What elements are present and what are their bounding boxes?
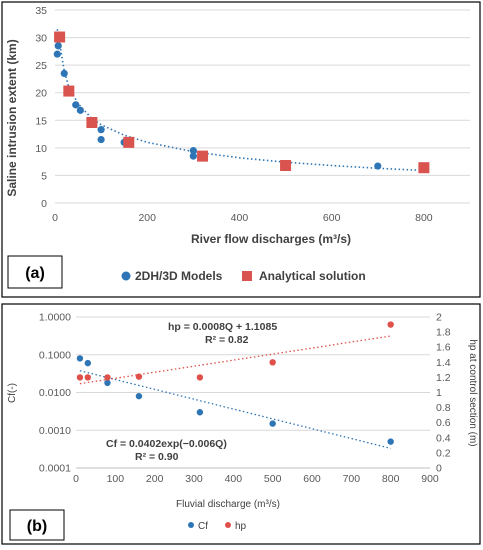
cf-trendline bbox=[79, 370, 391, 450]
legend-a-analytical-label: Analytical solution bbox=[259, 269, 366, 283]
legend-b-cf-marker bbox=[188, 522, 194, 528]
model-point bbox=[72, 101, 80, 109]
analytical-point bbox=[197, 150, 209, 162]
panel-b-label-box bbox=[9, 509, 65, 541]
y-tick-label-a: 35 bbox=[35, 5, 47, 17]
panel-b-xlabel: Fluvial discharge (m³/s) bbox=[176, 499, 280, 510]
legend-b-hp-label: hp bbox=[235, 521, 247, 532]
hp-point bbox=[104, 374, 111, 381]
legend-b-cf-label: Cf bbox=[198, 521, 208, 532]
cf-point bbox=[76, 355, 84, 362]
cf-trend-equation: Cf = 0.0402exp(−0.006Q) bbox=[106, 438, 227, 450]
y-tick-label-a: 30 bbox=[35, 33, 47, 45]
panel-a-label: (a) bbox=[25, 265, 45, 282]
analytical-point bbox=[54, 31, 66, 43]
y-right-tick-label-b: 1.8 bbox=[436, 327, 451, 339]
y-right-tick-label-b: 0.8 bbox=[436, 402, 451, 414]
cf-trend-r2: R² = 0.90 bbox=[135, 451, 179, 463]
panel-b-ylabel-left: Cf(-) bbox=[7, 383, 18, 403]
y-right-tick-label-b: 1 bbox=[436, 387, 442, 399]
analytical-point bbox=[418, 162, 430, 174]
y-tick-label-a: 15 bbox=[35, 115, 47, 127]
cf-point bbox=[387, 438, 394, 445]
panel-b-frame bbox=[1, 303, 481, 545]
analytical-point bbox=[123, 136, 135, 148]
cf-point bbox=[135, 392, 143, 400]
x-tick-label-a: 800 bbox=[415, 212, 433, 224]
y-right-tick-label-b: 0.4 bbox=[436, 432, 451, 444]
analytical-point bbox=[280, 160, 292, 172]
x-tick-label-b: 800 bbox=[382, 473, 400, 485]
legend-b-hp-marker bbox=[225, 522, 231, 528]
x-tick-label-b: 300 bbox=[185, 473, 203, 485]
x-tick-label-b: 200 bbox=[146, 473, 164, 485]
model-point bbox=[97, 126, 105, 134]
hp-point bbox=[135, 373, 143, 380]
legend-a-models-label: 2DH/3D Models bbox=[135, 269, 223, 283]
x-tick-label-b: 900 bbox=[421, 473, 439, 485]
y-tick-label-a: 5 bbox=[41, 170, 47, 182]
hp-point bbox=[76, 374, 84, 381]
hp-point bbox=[387, 321, 394, 328]
x-tick-label-b: 100 bbox=[107, 473, 125, 485]
y-tick-label-a: 20 bbox=[35, 88, 47, 100]
x-tick-label-a: 600 bbox=[323, 212, 341, 224]
y-left-tick-label-b: 0.1000 bbox=[39, 349, 71, 361]
x-tick-label-b: 0 bbox=[73, 473, 79, 485]
y-left-tick-label-b: 0.0001 bbox=[39, 463, 71, 475]
hp-trendline bbox=[79, 335, 391, 385]
x-tick-label-a: 0 bbox=[52, 212, 58, 224]
y-right-tick-label-b: 1.6 bbox=[436, 342, 451, 354]
cf-point bbox=[196, 409, 204, 416]
model-point bbox=[53, 50, 61, 58]
y-right-tick-label-b: 2 bbox=[436, 312, 442, 324]
hp-trend-r2: R² = 0.82 bbox=[205, 334, 249, 346]
y-right-tick-label-b: 1.2 bbox=[436, 372, 451, 384]
panel-a-frame bbox=[1, 1, 481, 298]
model-point bbox=[60, 69, 68, 78]
legend-a-analytical-marker bbox=[242, 271, 252, 281]
x-tick-label-b: 500 bbox=[264, 473, 282, 485]
model-point bbox=[374, 162, 382, 170]
y-tick-label-a: 10 bbox=[35, 143, 47, 155]
hp-trend-equation: hp = 0.0008Q + 1.1085 bbox=[168, 321, 277, 333]
y-right-tick-label-b: 0.2 bbox=[436, 447, 451, 459]
panel-a-xlabel: River flow discharges (m³/s) bbox=[191, 232, 351, 246]
panel-a-label-box bbox=[7, 255, 63, 289]
x-tick-label-b: 600 bbox=[303, 473, 321, 485]
model-point bbox=[54, 42, 62, 50]
panel-a-plot: 0 5 10 15 20 25 30 35 0 200 400 600 800 bbox=[35, 5, 470, 224]
hp-point bbox=[269, 359, 276, 366]
y-left-tick-label-b: 0.0010 bbox=[39, 425, 71, 437]
cf-point bbox=[84, 359, 92, 367]
panel-b-label: (b) bbox=[27, 518, 47, 535]
legend-a-models-marker bbox=[121, 271, 131, 281]
panel-b-plot: 0.0001 0.0010 0.0100 0.1000 1.0000 0 0.2 0.4 0.6… bbox=[39, 312, 451, 486]
y-right-tick-label-b: 0.6 bbox=[436, 417, 451, 429]
model-point bbox=[97, 135, 105, 144]
hp-point bbox=[84, 374, 92, 381]
x-tick-label-b: 400 bbox=[225, 473, 243, 485]
model-point bbox=[76, 106, 84, 114]
y-left-tick-label-b: 0.0100 bbox=[39, 387, 71, 399]
analytical-point bbox=[86, 116, 98, 128]
y-right-tick-label-b: 0 bbox=[436, 463, 442, 475]
cf-point bbox=[104, 379, 111, 387]
panel-b-ylabel-right: hp at control section (m) bbox=[467, 339, 478, 446]
analytical-point bbox=[63, 85, 75, 97]
y-right-tick-label-b: 1.4 bbox=[436, 357, 451, 369]
model-point bbox=[189, 152, 197, 160]
y-tick-label-a: 25 bbox=[35, 60, 47, 72]
x-tick-label-a: 200 bbox=[138, 212, 156, 224]
x-tick-label-a: 400 bbox=[231, 212, 249, 224]
y-tick-label-a: 0 bbox=[41, 198, 47, 210]
cf-point bbox=[269, 420, 276, 427]
model-point bbox=[189, 147, 197, 155]
hp-point bbox=[196, 374, 204, 381]
panel-a-ylabel: Saline intrusion extent (km) bbox=[5, 39, 19, 196]
y-left-tick-label-b: 1.0000 bbox=[39, 312, 71, 324]
x-tick-label-b: 700 bbox=[343, 473, 361, 485]
